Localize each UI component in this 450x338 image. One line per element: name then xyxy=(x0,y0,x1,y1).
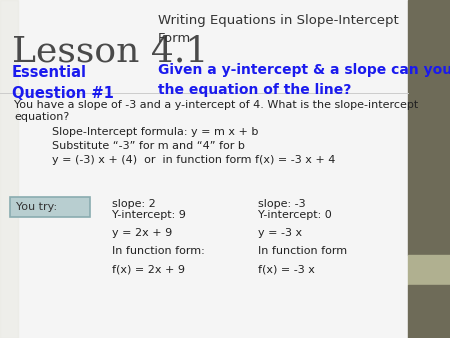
Text: Writing Equations in Slope-Intercept
Form: Writing Equations in Slope-Intercept For… xyxy=(158,14,399,45)
Text: Lesson 4.1: Lesson 4.1 xyxy=(12,35,208,69)
Text: Y-intercept: 0: Y-intercept: 0 xyxy=(258,210,332,220)
Text: y = (-3) x + (4)  or  in function form f(x) = -3 x + 4: y = (-3) x + (4) or in function form f(x… xyxy=(52,155,335,165)
Text: Essential
Question #1: Essential Question #1 xyxy=(12,65,114,101)
Text: y = -3 x: y = -3 x xyxy=(258,228,302,238)
Bar xyxy=(408,0,450,255)
Bar xyxy=(408,285,450,338)
Text: f(x) = 2x + 9: f(x) = 2x + 9 xyxy=(112,264,185,274)
Text: Y-intercept: 9: Y-intercept: 9 xyxy=(112,210,186,220)
Text: Substitute “-3” for m and “4” for b: Substitute “-3” for m and “4” for b xyxy=(52,141,245,151)
FancyBboxPatch shape xyxy=(10,197,90,217)
Text: f(x) = -3 x: f(x) = -3 x xyxy=(258,264,315,274)
Text: equation?: equation? xyxy=(14,112,69,122)
Bar xyxy=(0,0,18,338)
Text: slope: 2: slope: 2 xyxy=(112,199,156,209)
Text: Slope-Intercept formula: y = m x + b: Slope-Intercept formula: y = m x + b xyxy=(52,127,258,137)
Bar xyxy=(408,255,450,285)
Text: Given a y-intercept & a slope can you write
the equation of the line?: Given a y-intercept & a slope can you wr… xyxy=(158,63,450,97)
Text: You try:: You try: xyxy=(16,202,57,212)
Text: y = 2x + 9: y = 2x + 9 xyxy=(112,228,172,238)
Text: In function form: In function form xyxy=(258,246,347,256)
Text: You have a slope of -3 and a y-intercept of 4. What is the slope-intercept: You have a slope of -3 and a y-intercept… xyxy=(14,100,418,110)
Text: slope: -3: slope: -3 xyxy=(258,199,306,209)
Text: In function form:: In function form: xyxy=(112,246,205,256)
